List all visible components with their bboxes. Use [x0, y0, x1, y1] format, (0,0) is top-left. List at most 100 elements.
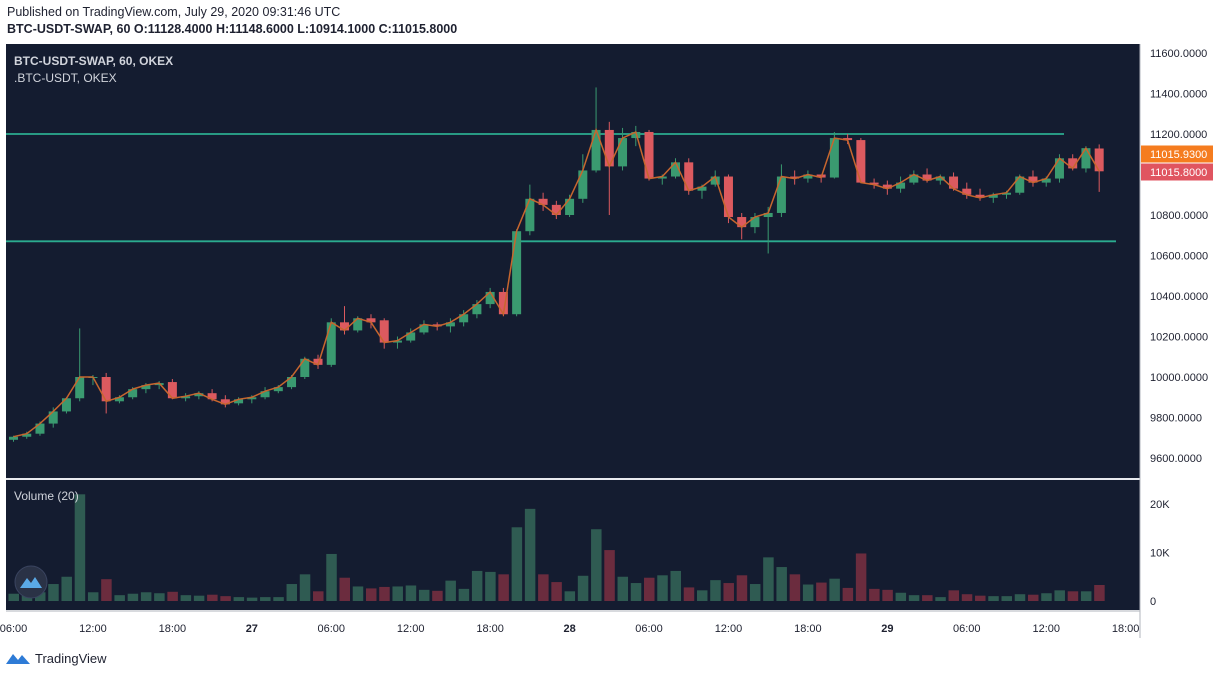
- volume-bar: [657, 575, 668, 601]
- overlay-legend-title[interactable]: .BTC-USDT, OKEX: [14, 71, 117, 85]
- high-label: H:: [215, 22, 230, 36]
- price-tick-label: 11600.0000: [1150, 48, 1207, 60]
- volume-bar: [882, 589, 893, 601]
- volume-bar: [670, 570, 681, 601]
- candle-body: [419, 324, 429, 333]
- price-axis[interactable]: 11600.000011400.000011200.000011000.0000…: [1150, 48, 1208, 465]
- volume-bar: [339, 577, 350, 601]
- candle-body: [459, 314, 469, 323]
- candle-body: [1041, 178, 1051, 183]
- volume-bar: [8, 593, 19, 601]
- candle-body: [949, 176, 959, 189]
- volume-bar: [935, 597, 946, 601]
- candle-body: [247, 397, 257, 400]
- volume-bar: [471, 570, 483, 601]
- price-tags: 11015.9300 11015.8000: [1141, 145, 1213, 181]
- volume-bar: [1001, 596, 1012, 601]
- time-axis-bg[interactable]: [6, 611, 1140, 639]
- volume-bar: [895, 592, 907, 601]
- volume-bar: [1027, 594, 1039, 601]
- candle-body: [723, 176, 733, 218]
- price-tick-label: 10200.0000: [1150, 332, 1208, 344]
- candle-body: [935, 176, 945, 181]
- candle-body: [260, 391, 270, 398]
- candle-body: [512, 231, 522, 315]
- candle-body: [273, 387, 283, 392]
- time-tick-label: 12:00: [79, 623, 107, 635]
- volume-bar: [855, 553, 867, 601]
- candle-body: [141, 385, 151, 390]
- candle-body: [300, 358, 310, 377]
- tradingview-badge[interactable]: [14, 565, 48, 599]
- volume-bar: [524, 508, 536, 601]
- volume-bar: [829, 578, 840, 601]
- volume-bar: [48, 584, 59, 601]
- candle-body: [750, 217, 760, 228]
- volume-bar: [286, 584, 298, 601]
- candle-body: [869, 182, 879, 185]
- tradingview-logo-icon: [6, 654, 30, 664]
- volume-bar: [577, 575, 589, 601]
- candle-body: [697, 186, 707, 191]
- candle-body: [379, 320, 389, 343]
- volume-bar: [763, 557, 774, 601]
- candle-body: [962, 188, 972, 195]
- time-axis[interactable]: 06:00 12:00 18:00 27 06:00 12:00 18:00 28 06:00 1…: [0, 623, 1139, 635]
- candle-body: [710, 176, 720, 185]
- candle-body: [207, 393, 217, 400]
- time-tick-label: 28: [563, 623, 575, 635]
- volume-bar: [21, 595, 33, 601]
- candle-body: [565, 198, 575, 215]
- volume-bar: [379, 586, 390, 601]
- candle-body: [631, 131, 641, 139]
- candle-body: [737, 217, 747, 228]
- volume-bar: [908, 595, 920, 601]
- volume-bar: [922, 595, 933, 601]
- volume-bar: [948, 590, 960, 601]
- ohlc-line: BTC-USDT-SWAP, 60 O:11128.4000 H:11148.6…: [7, 22, 457, 36]
- candle-body: [1054, 158, 1064, 179]
- low-value: 10914.1000: [309, 22, 376, 36]
- price-tag-label: 11015.9300: [1150, 149, 1207, 161]
- candle-body: [432, 324, 442, 327]
- volume-bar: [617, 576, 629, 601]
- volume-bar: [604, 550, 615, 601]
- candle-body: [406, 332, 416, 341]
- candle-body: [35, 423, 45, 434]
- candle-body: [9, 436, 18, 440]
- volume-legend-title[interactable]: Volume (20): [14, 489, 79, 503]
- candle-body: [763, 212, 773, 218]
- price-tick-label: 11400.0000: [1150, 89, 1207, 101]
- volume-bar: [710, 580, 721, 601]
- candle-body: [101, 377, 111, 402]
- candle-body: [909, 174, 919, 183]
- price-chart[interactable]: 11600.000011400.000011200.000011000.0000…: [0, 0, 1222, 646]
- candle-body: [22, 433, 32, 437]
- candle-body: [1081, 148, 1091, 169]
- time-tick-label: 27: [246, 623, 258, 635]
- candle-body: [194, 393, 204, 397]
- volume-bar: [1054, 590, 1065, 601]
- volume-bar: [114, 595, 125, 601]
- time-tick-label: 18:00: [1112, 623, 1140, 635]
- volume-bar: [869, 588, 880, 601]
- candle-body: [803, 174, 813, 179]
- volume-tick-label: 0: [1150, 596, 1156, 608]
- candle-body: [326, 322, 336, 365]
- volume-axis[interactable]: 20K 10K 0: [1150, 499, 1170, 608]
- volume-bar: [418, 589, 430, 601]
- volume-bar: [485, 571, 496, 601]
- volume-tick-label: 20K: [1150, 499, 1170, 511]
- time-tick-label: 06:00: [317, 623, 345, 635]
- support-resistance-lines[interactable]: [6, 133, 1116, 243]
- volume-bar: [776, 567, 787, 601]
- volume-bar: [1067, 591, 1079, 601]
- main-legend-title[interactable]: BTC-USDT-SWAP, 60, OKEX: [14, 54, 173, 68]
- candle-body: [856, 140, 866, 183]
- footer[interactable]: TradingView: [5, 648, 107, 668]
- candle-body: [128, 389, 138, 398]
- volume-bar: [273, 597, 284, 601]
- volume-bar: [723, 583, 734, 601]
- time-tick-label: 18:00: [794, 623, 822, 635]
- candle-body: [684, 162, 694, 191]
